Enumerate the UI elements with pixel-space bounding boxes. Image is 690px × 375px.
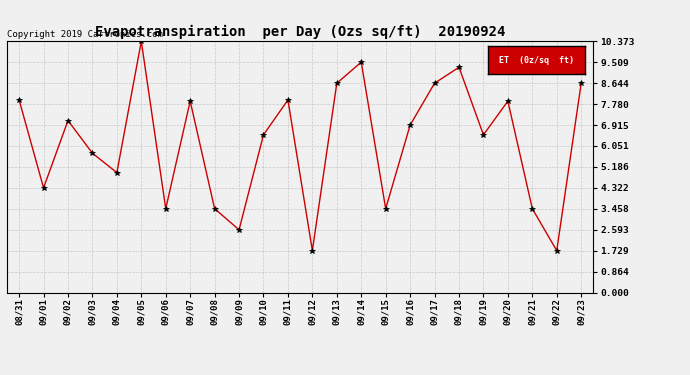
Title: Evapotranspiration  per Day (Ozs sq/ft)  20190924: Evapotranspiration per Day (Ozs sq/ft) 2… [95, 24, 505, 39]
Text: Copyright 2019 Cartronics.com: Copyright 2019 Cartronics.com [7, 30, 163, 39]
